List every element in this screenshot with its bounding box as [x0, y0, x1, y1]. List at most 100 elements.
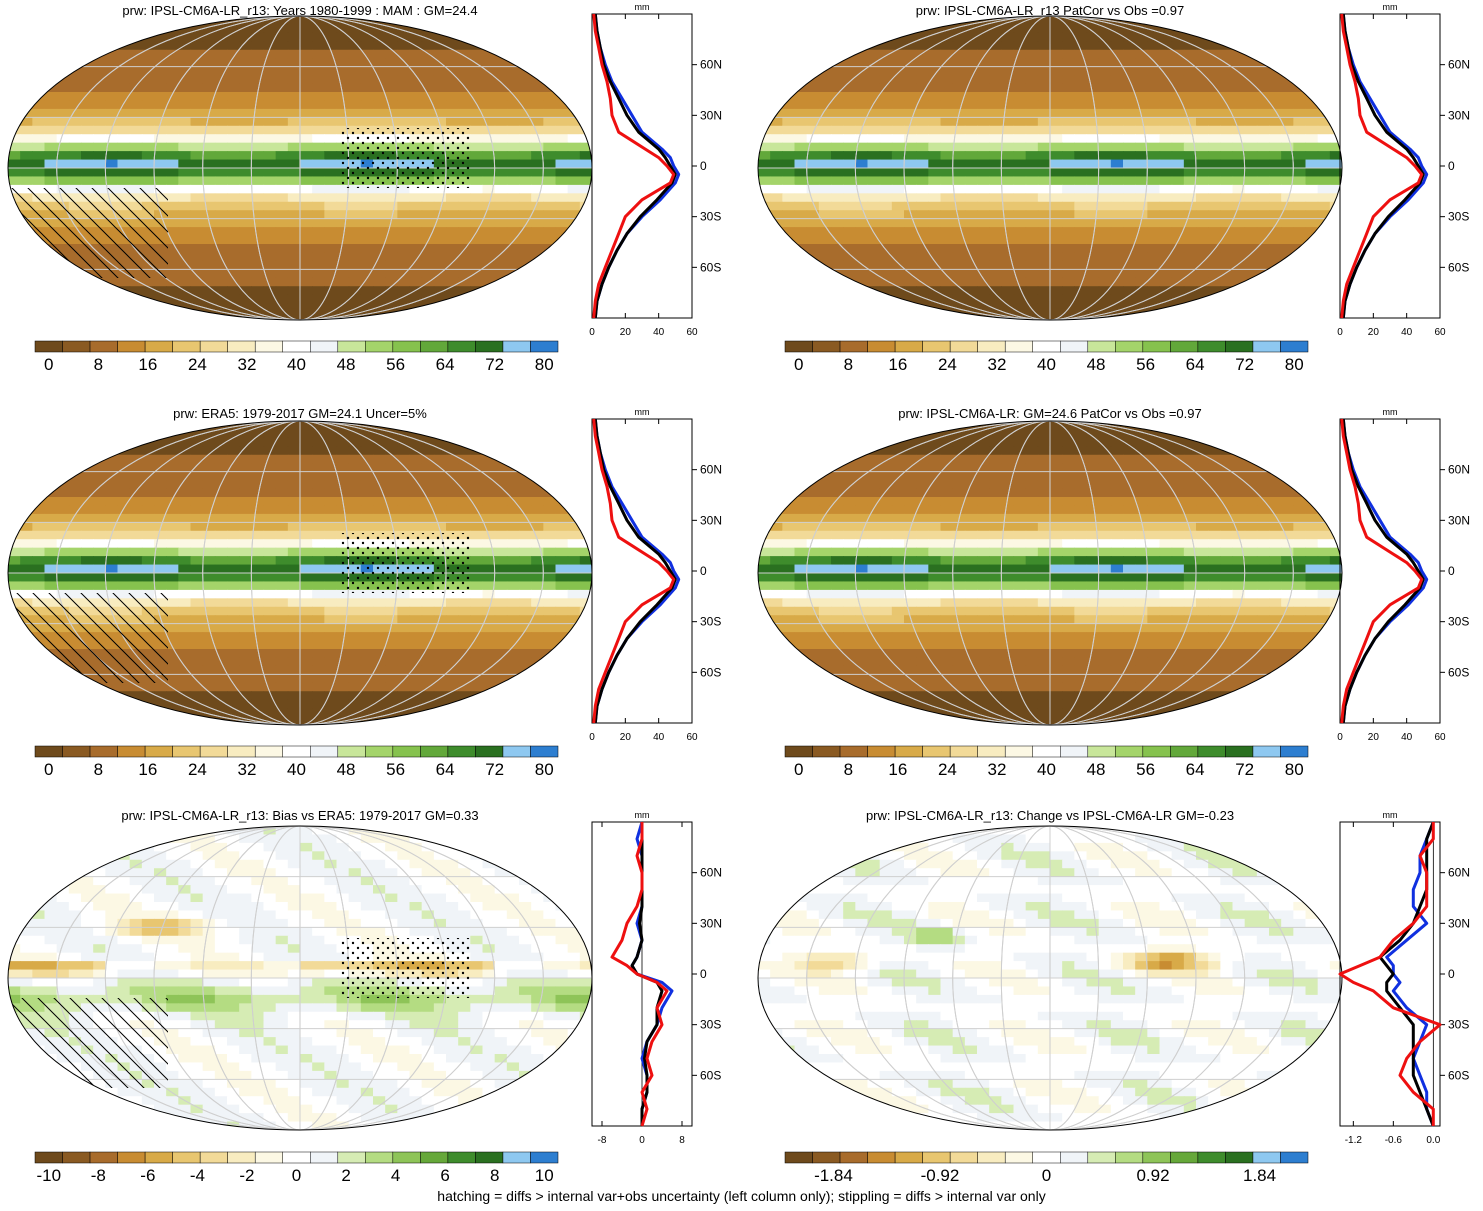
map-cell [20, 294, 33, 304]
map-cell [348, 632, 362, 642]
map-cell [385, 294, 398, 304]
map-cell [1037, 125, 1051, 135]
map-cell [818, 134, 832, 144]
map-cell [1196, 24, 1209, 34]
map-cell [1269, 83, 1282, 93]
map-cell [977, 58, 990, 68]
map-cell [312, 589, 325, 599]
map-cell [56, 429, 70, 439]
map-cell [141, 134, 155, 144]
map-cell [44, 100, 58, 110]
map-cell [239, 446, 252, 456]
map-cell [81, 573, 94, 583]
map-cell [178, 530, 192, 540]
map-cell [555, 513, 569, 523]
map-cell [227, 530, 240, 540]
map-cell [1183, 244, 1197, 254]
map-cell [519, 556, 532, 566]
map-cell [433, 227, 447, 237]
map-cell [178, 640, 192, 650]
map-cell [336, 437, 350, 447]
map-cell [178, 227, 192, 237]
map-cell [1317, 32, 1331, 42]
map-cell [1098, 100, 1112, 110]
map-cell [1123, 277, 1136, 287]
map-cell [1013, 16, 1027, 26]
map-cell [287, 260, 301, 270]
colorbar-label: 72 [485, 355, 504, 374]
map-cell [202, 41, 216, 51]
map-cell [178, 632, 192, 642]
map-cell [1244, 32, 1258, 42]
map-cell [1135, 294, 1148, 304]
map-cell [300, 16, 313, 26]
map-cell [251, 649, 265, 659]
map-cell [867, 168, 881, 178]
map-cell [202, 488, 216, 498]
map-cell [1269, 303, 1282, 313]
map-cell [275, 421, 289, 431]
map-cell [68, 92, 82, 102]
map-cell [1110, 32, 1124, 42]
map-cell [1098, 294, 1112, 304]
map-cell [1305, 125, 1319, 135]
map-cell [964, 58, 978, 68]
map-cell [1171, 244, 1185, 254]
map-cell [1098, 218, 1112, 228]
map-cell [519, 429, 532, 439]
map-cell [758, 168, 771, 178]
map-cell [446, 193, 459, 203]
map-cell [940, 193, 954, 203]
map-cell [928, 49, 942, 59]
map-cell [458, 421, 471, 431]
map-cell [494, 210, 508, 220]
map-cell [446, 92, 459, 102]
map-cell [482, 632, 496, 642]
map-cell [397, 218, 411, 228]
map-cell [227, 294, 240, 304]
map-cell [263, 108, 277, 118]
map-cell [433, 480, 447, 490]
map-cell [166, 260, 179, 270]
map-cell [93, 134, 106, 144]
map-cell [1232, 168, 1246, 178]
map-cell [433, 649, 447, 659]
map-cell [433, 454, 447, 464]
map-cell [202, 437, 216, 447]
map-cell [287, 125, 301, 135]
map-cell [940, 66, 954, 76]
map-cell [879, 49, 893, 59]
map-cell [227, 303, 240, 313]
map-cell [385, 32, 398, 42]
map-cell [81, 547, 94, 557]
map-cell [831, 142, 844, 152]
map-cell [385, 454, 398, 464]
map-cell [214, 117, 228, 127]
map-cell [44, 49, 58, 59]
map-cell [397, 269, 411, 279]
map-cell [579, 277, 592, 287]
map-cell [891, 58, 905, 68]
map-cell [758, 75, 771, 85]
map-cell [263, 117, 277, 127]
map-cell [555, 16, 569, 26]
map-cell [166, 49, 179, 59]
map-cell [1013, 117, 1027, 127]
map-cell [1025, 58, 1039, 68]
map-cell [32, 32, 46, 42]
map-cell [1001, 151, 1015, 161]
map-cell [579, 421, 592, 431]
map-cell [891, 49, 905, 59]
map-cell [287, 497, 301, 507]
map-cell [300, 429, 313, 439]
map-cell [904, 311, 917, 320]
map-cell [154, 75, 167, 85]
map-cell [1050, 92, 1063, 102]
map-cell [275, 244, 289, 254]
map-cell [154, 480, 167, 490]
map-cell [239, 488, 252, 498]
map-cell [1293, 168, 1307, 178]
map-cell [891, 184, 905, 194]
map-cell [93, 311, 106, 320]
map-cell [214, 522, 228, 532]
